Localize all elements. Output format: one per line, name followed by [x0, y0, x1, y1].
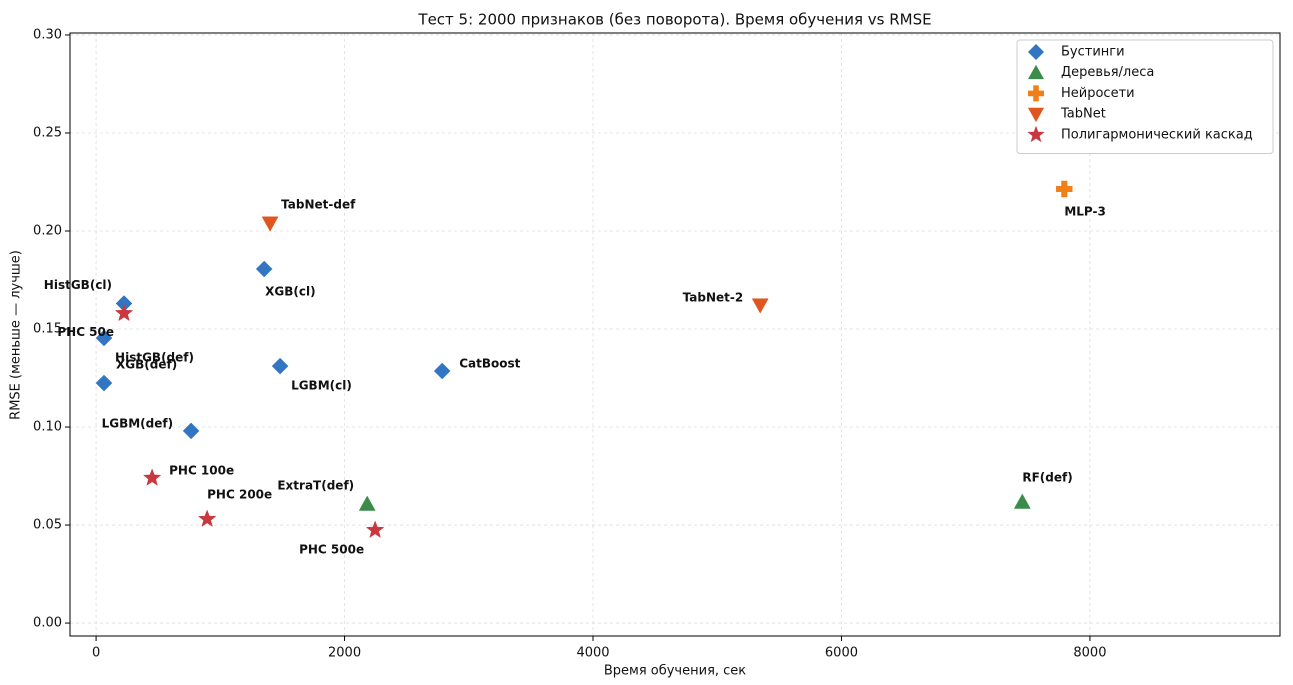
point-label: LGBM(def) [102, 416, 174, 430]
point-label: RF(def) [1022, 471, 1072, 485]
x-tick-label: 6000 [825, 646, 858, 661]
x-tick-label: 8000 [1073, 646, 1106, 661]
x-tick-label: 4000 [576, 646, 609, 661]
point-label: LGBM(cl) [291, 379, 352, 393]
data-point [365, 520, 385, 538]
data-point [114, 303, 134, 322]
legend-marker [1028, 85, 1044, 102]
point-label: MLP-3 [1064, 205, 1106, 219]
legend-marker [1027, 125, 1045, 143]
data-point [95, 374, 113, 392]
legend-marker [1028, 64, 1044, 80]
point-label: PHC 200e [207, 488, 272, 502]
point-label: PHC 500e [299, 543, 364, 557]
point-label: XGB(cl) [265, 285, 315, 299]
legend-marker [1028, 107, 1044, 123]
point-label: PHC 50e [57, 325, 114, 339]
point-label: CatBoost [459, 356, 520, 370]
legend-label: Нейросети [1061, 86, 1135, 101]
legend-label: Бустинги [1061, 45, 1125, 60]
point-label: TabNet-def [281, 198, 356, 212]
data-point [1056, 180, 1073, 198]
data-point [261, 216, 279, 232]
data-point [182, 422, 200, 440]
y-axis-label: RMSE (меньше — лучше) [9, 250, 24, 420]
y-tick-label: 0.10 [33, 420, 62, 435]
legend-marker [1028, 44, 1044, 60]
data-point [197, 509, 217, 527]
data-point [433, 362, 451, 380]
point-label: XGB(def) [116, 358, 177, 372]
x-tick-label: 0 [92, 646, 100, 661]
point-label: ExtraT(def) [277, 479, 354, 493]
data-point [255, 260, 273, 278]
point-label: TabNet-2 [683, 291, 744, 305]
data-point [1013, 493, 1031, 509]
y-tick-label: 0.30 [33, 27, 62, 42]
y-tick-label: 0.05 [33, 518, 62, 533]
data-point [95, 329, 113, 347]
y-tick-label: 0.20 [33, 223, 62, 238]
plot-frame [69, 32, 1281, 637]
legend-label: Полигармонический каскад [1061, 127, 1253, 142]
point-label: HistGB(cl) [44, 278, 112, 292]
legend-box [1016, 39, 1274, 154]
data-point [142, 468, 162, 486]
data-point [358, 495, 376, 511]
data-point [751, 298, 769, 314]
y-tick-label: 0.00 [33, 616, 62, 631]
legend-label: Деревья/леса [1061, 65, 1154, 80]
point-label: PHC 100e [169, 463, 234, 477]
chart-title: Тест 5: 2000 признаков (без поворота). В… [417, 11, 931, 29]
point-label: HistGB(def) [115, 351, 194, 365]
data-point [271, 357, 289, 375]
legend-label: TabNet [1060, 107, 1106, 122]
x-axis-label: Время обучения, сек [604, 664, 746, 679]
y-tick-label: 0.15 [33, 322, 62, 337]
y-tick-label: 0.25 [33, 125, 62, 140]
x-tick-label: 2000 [328, 646, 361, 661]
